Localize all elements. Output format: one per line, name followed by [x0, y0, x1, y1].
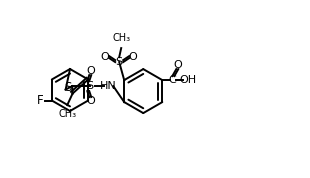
Text: OH: OH	[180, 75, 197, 85]
Text: C: C	[168, 75, 176, 85]
Text: HN: HN	[100, 81, 117, 91]
Text: O: O	[129, 52, 138, 62]
Text: S: S	[87, 81, 94, 91]
Text: O: O	[86, 66, 95, 76]
Text: S: S	[116, 57, 123, 67]
Text: O: O	[86, 96, 95, 106]
Text: F: F	[37, 94, 43, 107]
Text: S: S	[64, 81, 71, 94]
Text: CH₃: CH₃	[112, 33, 130, 43]
Text: O: O	[173, 60, 182, 70]
Text: O: O	[101, 52, 109, 62]
Text: CH₃: CH₃	[58, 109, 76, 119]
